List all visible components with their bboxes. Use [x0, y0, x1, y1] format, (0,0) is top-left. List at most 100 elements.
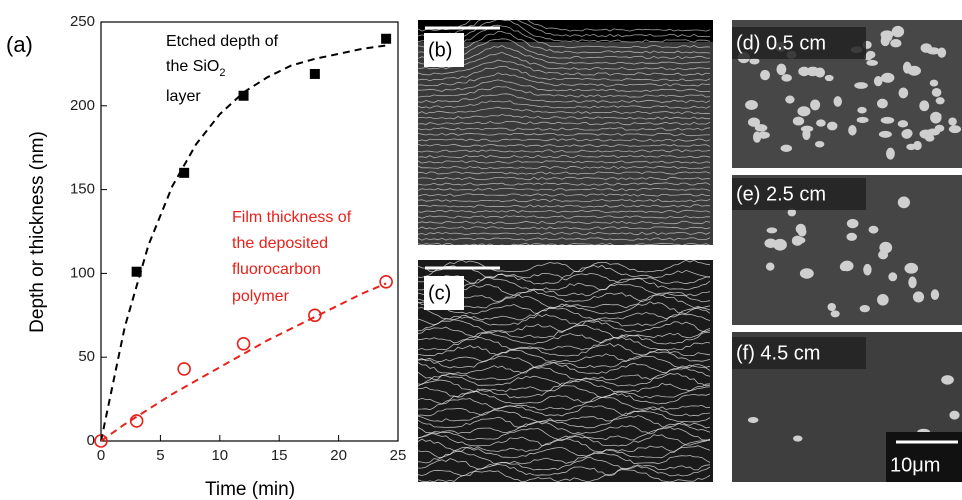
texture-line — [418, 469, 711, 482]
texture-line — [418, 138, 711, 142]
particle — [830, 310, 840, 318]
texture-line — [418, 331, 711, 345]
y-axis-label: Depth or thickness (nm) — [27, 131, 48, 333]
label-box — [732, 337, 866, 369]
particle — [898, 87, 909, 99]
particle — [941, 375, 954, 385]
texture-line — [418, 409, 711, 423]
annotation: Etched depth of — [166, 33, 279, 50]
y-tick-label: 100 — [70, 264, 95, 281]
texture-line — [418, 154, 711, 159]
texture-line — [418, 367, 711, 381]
texture-line — [418, 231, 711, 236]
particle — [816, 119, 826, 127]
particle — [833, 96, 842, 107]
particle — [780, 144, 793, 152]
texture-line — [418, 355, 711, 369]
image-texture — [418, 260, 711, 482]
image-texture — [418, 20, 713, 245]
texture-line — [418, 313, 711, 327]
particle — [878, 130, 892, 138]
particle — [888, 272, 898, 282]
annotation: polymer — [232, 288, 290, 305]
point — [379, 274, 393, 289]
texture-line — [418, 349, 711, 363]
texture-line — [418, 165, 710, 170]
texture-line — [418, 106, 711, 115]
particle — [799, 268, 814, 279]
particle — [765, 262, 775, 271]
particle — [904, 262, 919, 274]
particle — [930, 289, 940, 301]
x-tick-label: 25 — [390, 447, 407, 464]
particle — [948, 125, 962, 134]
texture-line — [418, 59, 711, 76]
y-tick-label: 250 — [70, 13, 95, 30]
texture-line — [418, 45, 711, 65]
particle — [886, 147, 895, 160]
particle — [912, 291, 925, 303]
particle — [764, 238, 777, 249]
particle — [857, 106, 867, 114]
particle — [901, 129, 912, 139]
image-band — [418, 20, 713, 42]
texture-line — [418, 226, 711, 230]
particle — [907, 65, 921, 76]
particle — [846, 232, 858, 241]
particle — [793, 435, 803, 442]
annotation: layer — [166, 88, 201, 105]
particle — [877, 293, 889, 306]
x-tick-label: 20 — [330, 447, 347, 464]
particle — [785, 95, 795, 104]
particle — [854, 82, 868, 89]
particle — [840, 260, 854, 272]
texture-line — [418, 273, 711, 285]
point — [179, 167, 190, 178]
point — [308, 308, 322, 323]
panel-label: (f) 4.5 cm — [736, 342, 820, 364]
particle — [931, 87, 942, 97]
texture-line — [418, 187, 711, 192]
texture-line — [418, 415, 711, 429]
particle — [846, 218, 859, 229]
texture-line — [418, 132, 710, 137]
particle — [906, 143, 917, 151]
particle — [897, 196, 910, 209]
particle — [908, 276, 917, 289]
panel-label: (a) — [6, 32, 33, 57]
panel-label: (b) — [428, 39, 452, 61]
x-tick-label: 5 — [156, 447, 164, 464]
texture-line — [418, 362, 711, 375]
y-tick-label: 50 — [78, 348, 95, 365]
point — [94, 434, 108, 448]
particle — [935, 97, 945, 105]
texture-line — [418, 198, 711, 203]
texture-line — [418, 373, 711, 387]
particle — [814, 140, 825, 148]
particle — [868, 225, 879, 234]
fit-line — [100, 282, 387, 442]
texture-line — [418, 204, 711, 208]
particle — [781, 74, 792, 82]
texture-line — [418, 127, 711, 131]
point — [129, 414, 144, 428]
label-box — [424, 33, 464, 67]
texture-line — [418, 390, 711, 405]
particle — [792, 116, 805, 126]
point — [131, 266, 142, 277]
texture-line — [418, 120, 711, 126]
point — [177, 362, 191, 376]
x-tick-label: 0 — [97, 447, 105, 464]
particle — [890, 39, 902, 48]
panel-label: (e) 2.5 cm — [736, 183, 826, 205]
particle — [773, 238, 787, 251]
x-tick-label: 15 — [271, 447, 288, 464]
particle — [848, 125, 857, 136]
texture-line — [418, 79, 711, 93]
texture-line — [418, 456, 711, 471]
y-tick-label: 0 — [87, 432, 95, 449]
label-box — [424, 276, 464, 310]
texture-line — [418, 100, 711, 109]
particle — [876, 98, 888, 109]
